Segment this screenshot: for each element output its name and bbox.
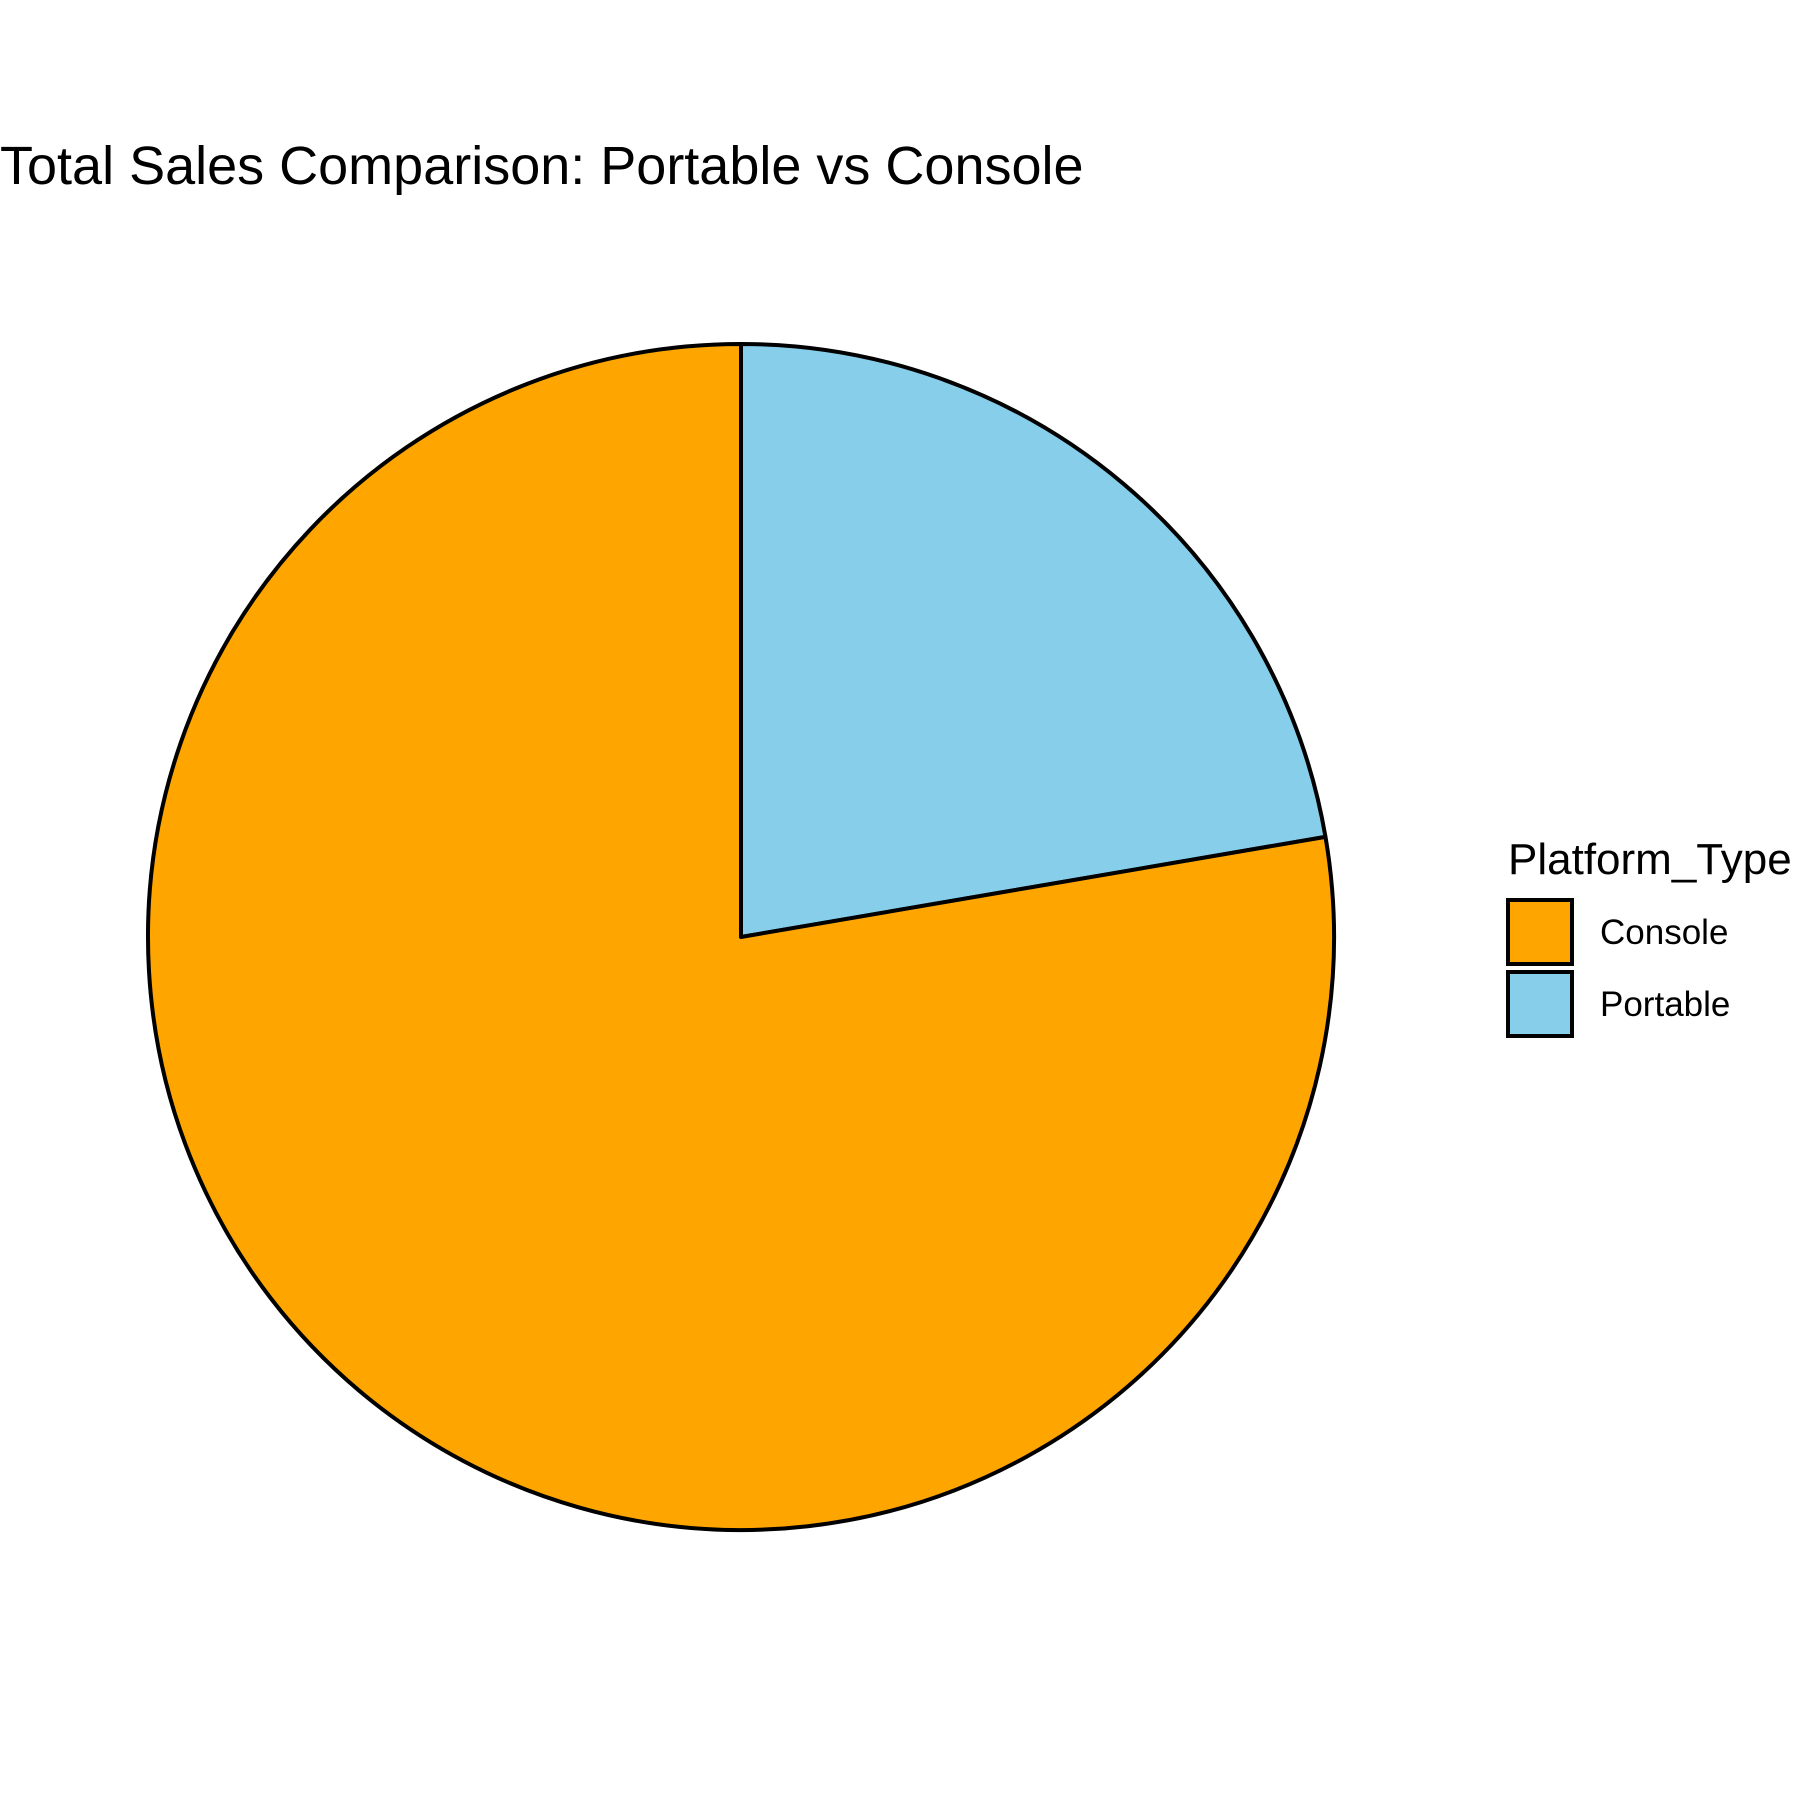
pie-slice-console (146, 342, 1337, 1532)
pie-slices (146, 342, 1337, 1532)
legend-title: Platform_Type (1508, 835, 1792, 884)
legend-items: Console Portable (1506, 898, 1730, 1038)
chart-title: Total Sales Comparison: Portable vs Cons… (0, 136, 1084, 196)
legend-item-portable: Portable (1506, 970, 1730, 1038)
legend: Platform_Type Console Portable (1506, 835, 1792, 1038)
legend-swatch-portable (1506, 970, 1574, 1038)
legend-label-console: Console (1600, 913, 1728, 952)
pie-slice-portable (739, 342, 1328, 939)
legend-swatch-console (1506, 898, 1574, 966)
legend-label-portable: Portable (1600, 985, 1730, 1024)
legend-item-console: Console (1506, 898, 1728, 966)
